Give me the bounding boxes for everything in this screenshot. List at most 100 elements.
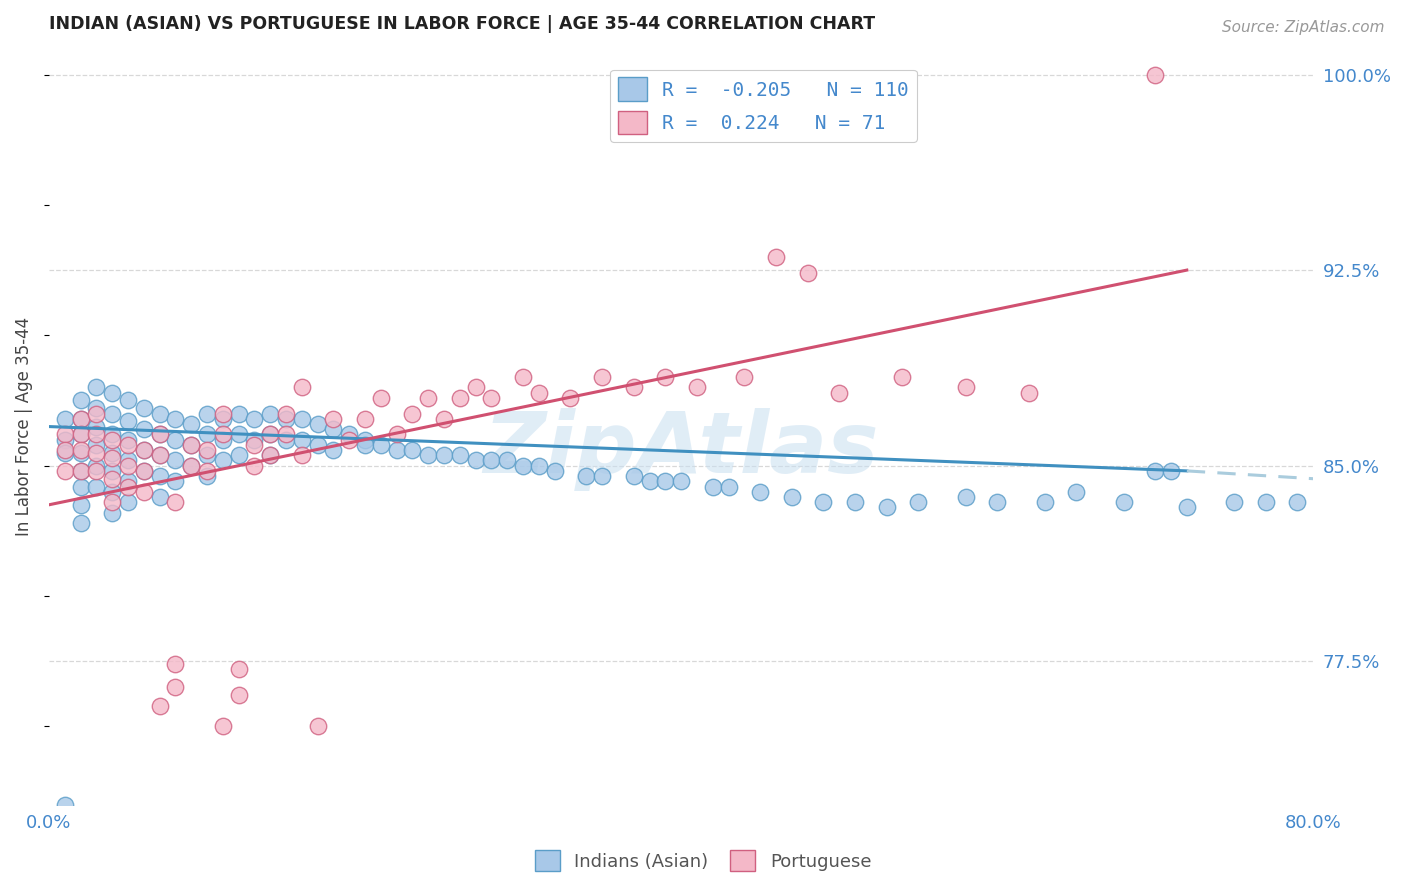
Point (101, 495, 124, 509)
Point (702, 479, 724, 493)
Point (1286, 495, 1309, 509)
Point (86, 445, 108, 459)
Legend: R =  -0.205   N = 110, R =  0.224   N = 71: R = -0.205 N = 110, R = 0.224 N = 71 (610, 70, 917, 142)
Point (69, 427, 91, 442)
Point (149, 448, 172, 462)
Point (53, 797, 76, 812)
Point (449, 448, 471, 462)
Point (69, 516, 91, 530)
Point (385, 427, 408, 442)
Point (274, 411, 297, 425)
Text: ZipAtlas: ZipAtlas (484, 408, 879, 491)
Point (86, 479, 108, 493)
Point (291, 448, 314, 462)
Point (149, 698, 172, 713)
Point (117, 433, 139, 447)
Point (243, 438, 266, 452)
Point (211, 433, 233, 447)
Point (307, 438, 329, 452)
Point (86, 401, 108, 416)
Point (149, 427, 172, 442)
Point (101, 433, 124, 447)
Point (228, 448, 250, 462)
Point (101, 445, 124, 459)
Point (149, 427, 172, 442)
Point (385, 443, 408, 458)
Point (370, 438, 392, 452)
Point (418, 391, 440, 405)
Point (180, 458, 202, 473)
Point (117, 393, 139, 408)
Point (69, 479, 91, 493)
Point (53, 433, 76, 447)
Point (623, 380, 645, 394)
Point (354, 438, 377, 452)
Point (228, 662, 250, 676)
Point (69, 443, 91, 458)
Point (464, 380, 486, 394)
Text: INDIAN (ASIAN) VS PORTUGUESE IN LABOR FORCE | AGE 35-44 CORRELATION CHART: INDIAN (ASIAN) VS PORTUGUESE IN LABOR FO… (49, 15, 875, 33)
Point (117, 453, 139, 467)
Point (211, 407, 233, 421)
Point (274, 427, 297, 442)
Point (527, 385, 550, 400)
Point (132, 464, 155, 478)
Point (337, 427, 360, 442)
Point (527, 458, 550, 473)
Point (1175, 500, 1198, 515)
Point (117, 458, 139, 473)
Point (69, 411, 91, 425)
Point (165, 433, 187, 447)
Point (180, 438, 202, 452)
Point (132, 443, 155, 458)
Point (354, 433, 377, 447)
Point (765, 250, 787, 264)
Point (418, 448, 440, 462)
Point (780, 490, 803, 504)
Point (86, 464, 108, 478)
Point (560, 391, 582, 405)
Point (53, 443, 76, 458)
Point (149, 469, 172, 483)
Point (228, 407, 250, 421)
Point (1254, 495, 1277, 509)
Point (1018, 385, 1040, 400)
Point (117, 414, 139, 428)
Point (86, 438, 108, 452)
Point (464, 453, 486, 467)
Point (1144, 464, 1167, 478)
Point (638, 475, 661, 489)
Point (591, 370, 613, 384)
Point (86, 427, 108, 442)
Point (449, 391, 471, 405)
Point (259, 407, 281, 421)
Point (307, 719, 329, 733)
Point (101, 427, 124, 442)
Point (955, 490, 977, 504)
Point (512, 458, 534, 473)
Point (322, 422, 344, 436)
Point (165, 411, 187, 425)
Point (686, 380, 709, 394)
Point (828, 385, 851, 400)
Point (259, 427, 281, 442)
Point (1064, 484, 1087, 499)
Point (669, 475, 692, 489)
Point (132, 443, 155, 458)
Point (291, 433, 314, 447)
Point (132, 464, 155, 478)
Point (117, 438, 139, 452)
Point (195, 448, 218, 462)
Point (117, 475, 139, 489)
Point (180, 438, 202, 452)
Y-axis label: In Labor Force | Age 35-44: In Labor Force | Age 35-44 (15, 317, 32, 536)
Point (481, 391, 503, 405)
Point (101, 407, 124, 421)
Point (69, 498, 91, 512)
Point (259, 427, 281, 442)
Point (291, 411, 314, 425)
Point (623, 469, 645, 483)
Point (165, 495, 187, 509)
Point (211, 453, 233, 467)
Point (291, 380, 314, 394)
